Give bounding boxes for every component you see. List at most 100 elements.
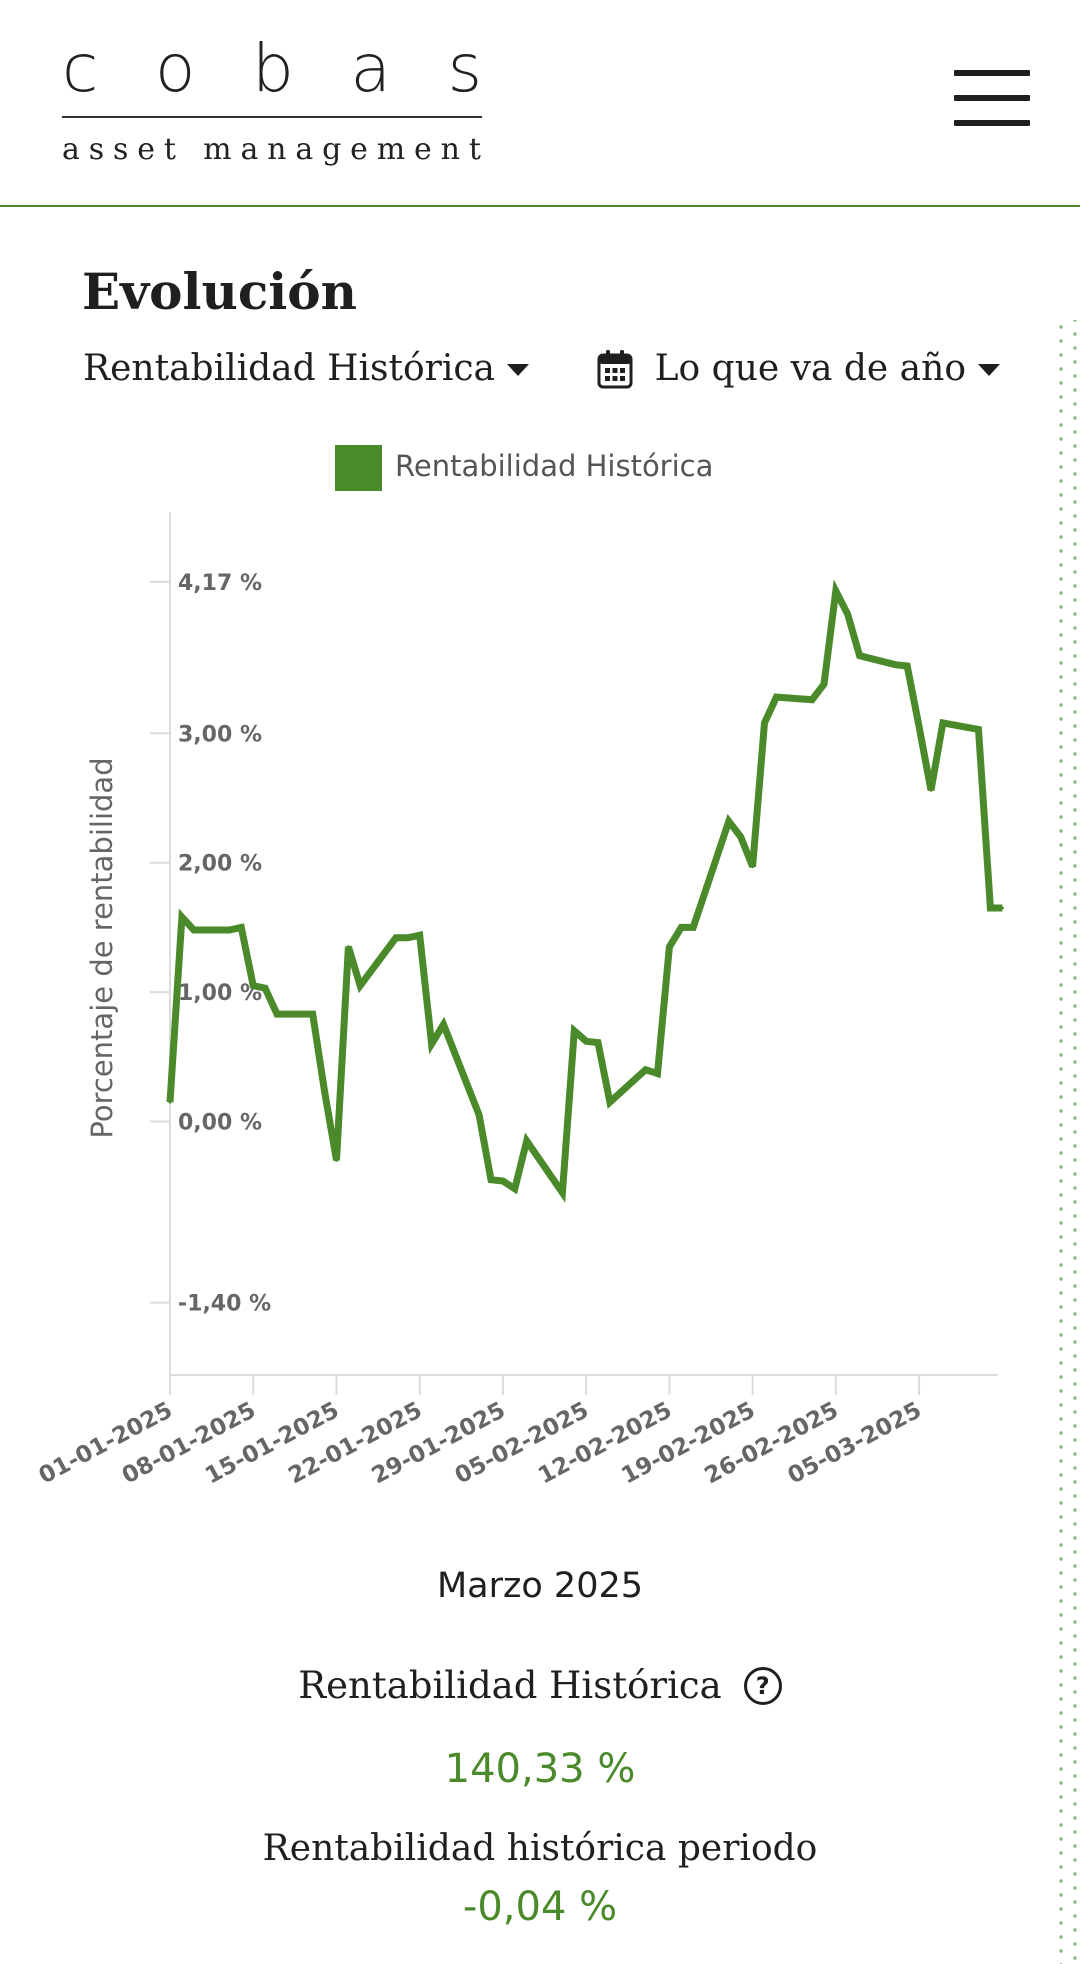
data-point — [346, 945, 350, 949]
data-point — [644, 1068, 648, 1072]
legend-swatch — [335, 445, 382, 491]
logo-tagline-letter: g — [322, 132, 343, 167]
data-point — [168, 1100, 172, 1104]
data-point — [917, 725, 921, 729]
logo-letter: c — [62, 30, 99, 107]
data-point — [477, 1113, 481, 1117]
logo-tagline-letter: t — [468, 132, 482, 167]
data-point — [334, 1158, 338, 1162]
data-point — [560, 1191, 564, 1195]
data-point — [1000, 906, 1004, 910]
data-point — [192, 928, 196, 932]
data-point — [263, 986, 267, 990]
data-point — [394, 936, 398, 940]
data-point — [727, 819, 731, 823]
caret-down-icon — [978, 363, 1000, 376]
data-point — [227, 928, 231, 932]
data-point — [739, 835, 743, 839]
data-point — [513, 1187, 517, 1191]
hamburger-menu-icon[interactable] — [954, 66, 1030, 130]
section-title: Evolución — [82, 262, 357, 321]
logo-tagline-letter: m — [376, 132, 407, 167]
data-point — [988, 906, 992, 910]
data-point — [751, 865, 755, 869]
legend-label: Rentabilidad Histórica — [395, 449, 713, 483]
metric-dropdown-label: Rentabilidad Histórica — [83, 348, 495, 389]
logo-tagline-letter: n — [440, 132, 461, 167]
logo-tagline-letter: a — [295, 132, 315, 167]
data-point — [977, 727, 981, 731]
data-point — [180, 915, 184, 919]
data-point — [239, 925, 243, 929]
period-return-label: Rentabilidad histórica periodo — [262, 1828, 818, 1869]
data-point — [323, 1090, 327, 1094]
logo-tagline-letter: s — [112, 132, 130, 167]
caret-down-icon — [506, 363, 529, 376]
calendar-icon — [597, 349, 633, 388]
historical-return-label: Rentabilidad Histórica ? — [0, 1664, 1080, 1707]
data-point — [929, 788, 933, 792]
data-point — [691, 925, 695, 929]
historical-return-value: 140,33 % — [444, 1746, 636, 1792]
y-tick-label: 3,00 % — [178, 722, 262, 747]
logo-tagline-letter: e — [350, 132, 369, 167]
data-point — [655, 1072, 659, 1076]
chart-period-label: Marzo 2025 — [436, 1566, 644, 1606]
data-point — [441, 1022, 445, 1026]
data-point — [608, 1100, 612, 1104]
data-point — [834, 589, 838, 593]
logo-tagline-letter: n — [267, 132, 288, 167]
y-tick-label: 2,00 % — [178, 852, 262, 877]
dotted-side-rail — [1050, 320, 1080, 1964]
historical-return-label-text: Rentabilidad Histórica — [298, 1664, 722, 1707]
help-icon[interactable]: ? — [743, 1666, 782, 1705]
data-point — [941, 721, 945, 725]
data-point — [572, 1029, 576, 1033]
data-point — [846, 612, 850, 616]
data-point — [251, 984, 255, 988]
logo-tagline-letter: m — [203, 132, 233, 167]
logo-tagline-letter: a — [62, 132, 81, 167]
logo-tagline-letter: e — [414, 132, 433, 167]
data-point — [893, 663, 897, 667]
y-axis-title: Porcentaje de rentabilidad — [85, 757, 119, 1138]
period-dropdown[interactable]: Lo que va de año — [597, 348, 1000, 389]
period-return-value: -0,04 % — [462, 1884, 618, 1930]
data-point — [311, 1012, 315, 1016]
data-point — [810, 698, 814, 702]
logo-rule — [62, 116, 482, 118]
y-tick-label: 0,00 % — [178, 1111, 262, 1136]
data-point — [525, 1139, 529, 1143]
metric-dropdown[interactable]: Rentabilidad Histórica — [83, 348, 529, 389]
logo-letter: o — [154, 30, 196, 107]
data-point — [489, 1178, 493, 1182]
data-point — [596, 1041, 600, 1045]
data-point — [667, 945, 671, 949]
data-point — [584, 1039, 588, 1043]
logo-letter: a — [350, 30, 391, 107]
data-point — [406, 936, 410, 940]
logo-letter: b — [251, 30, 294, 107]
data-point — [763, 721, 766, 725]
logo-tagline-letter: s — [88, 132, 106, 167]
data-point — [905, 664, 909, 668]
logo-tagline-letter — [185, 132, 196, 167]
y-tick-label: -1,40 % — [178, 1292, 271, 1317]
logo-tagline-letter: e — [137, 132, 156, 167]
data-point — [275, 1012, 279, 1016]
data-point — [430, 1042, 434, 1046]
logo-tagline-letter: t — [163, 132, 177, 167]
data-point — [858, 654, 862, 658]
y-tick-label: 4,17 % — [178, 571, 262, 596]
logo-letter: s — [447, 30, 482, 107]
series-line — [166, 579, 1003, 1203]
data-point — [774, 695, 778, 699]
logo-tagline-letter: a — [240, 132, 260, 167]
data-point — [358, 984, 362, 988]
data-point — [501, 1179, 505, 1183]
period-dropdown-label: Lo que va de año — [654, 348, 966, 389]
